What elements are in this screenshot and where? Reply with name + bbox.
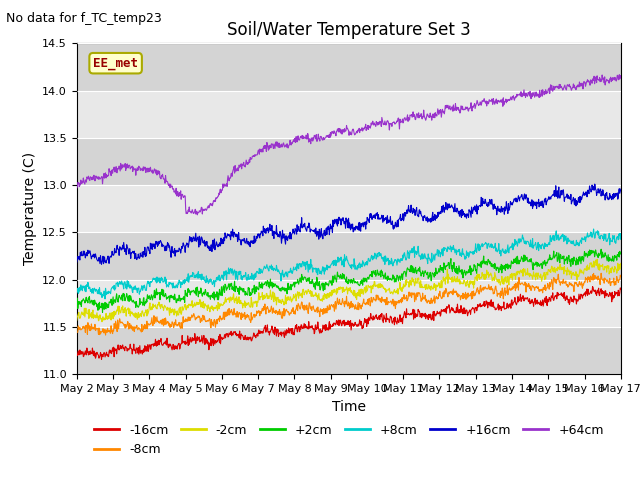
Bar	[77, 232, 621, 280]
Y-axis label: Temperature (C): Temperature (C)	[23, 152, 36, 265]
Bar	[77, 327, 621, 374]
Legend: -16cm, -8cm, -2cm, +2cm, +8cm, +16cm, +64cm: -16cm, -8cm, -2cm, +2cm, +8cm, +16cm, +6…	[89, 419, 609, 461]
Bar	[77, 138, 621, 185]
Title: Soil/Water Temperature Set 3: Soil/Water Temperature Set 3	[227, 21, 470, 39]
Bar	[77, 43, 621, 91]
Text: No data for f_TC_temp23: No data for f_TC_temp23	[6, 12, 162, 25]
X-axis label: Time: Time	[332, 400, 366, 414]
Text: EE_met: EE_met	[93, 57, 138, 70]
